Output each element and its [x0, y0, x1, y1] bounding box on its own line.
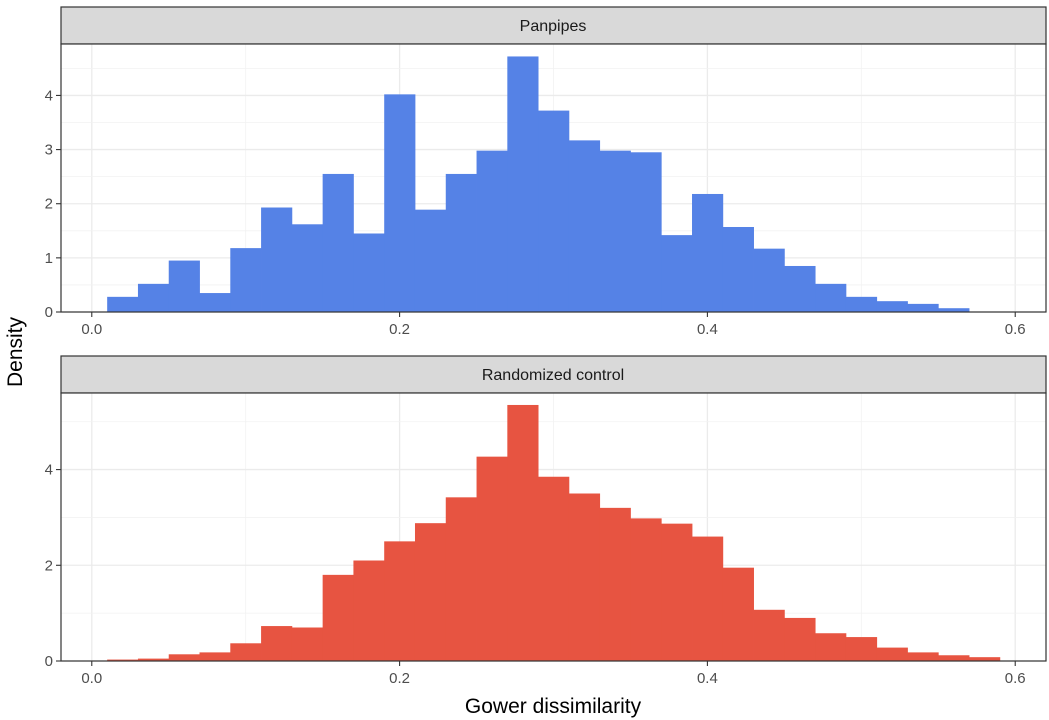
histogram-bar-panpipes: [291, 224, 324, 312]
histogram-bar-randomized-control: [261, 626, 293, 661]
y-tick-label: 4: [45, 87, 53, 104]
facet-strip-panpipes: [60, 6, 1047, 45]
histogram-bar-randomized-control: [168, 654, 200, 661]
y-axis-title: Density: [4, 316, 27, 387]
histogram-bar-panpipes: [815, 283, 847, 312]
facet-panpipes: Panpipes 0 1 2 3 4 0.0 0.2 0.4 0.6: [45, 6, 1047, 338]
histogram-bar-panpipes: [568, 140, 601, 312]
x-axis-randomized-control: 0.0 0.2 0.4 0.6: [81, 661, 1026, 687]
histogram-bar-randomized-control: [630, 518, 662, 661]
x-tick-label: 0.4: [697, 670, 718, 687]
histogram-bar-panpipes: [168, 260, 200, 312]
y-axis-panpipes: 0 1 2 3 4: [45, 87, 61, 321]
histogram-bar-panpipes: [476, 150, 508, 312]
histogram-bar-panpipes: [722, 226, 754, 312]
histogram-bar-randomized-control: [507, 404, 539, 661]
y-tick-label: 1: [45, 250, 53, 267]
histogram-bar-randomized-control: [291, 627, 324, 661]
histogram-bar-panpipes: [845, 296, 878, 312]
y-tick-label: 0: [45, 304, 53, 321]
histogram-bar-panpipes: [630, 152, 662, 312]
histogram-bar-randomized-control: [753, 609, 785, 661]
y-tick-label: 2: [45, 196, 53, 213]
y-tick-label: 3: [45, 142, 53, 159]
y-tick-label: 4: [45, 462, 53, 479]
histogram-bar-panpipes: [599, 150, 631, 312]
histogram-bar-panpipes: [661, 235, 693, 312]
histogram-bar-panpipes: [353, 233, 385, 312]
x-tick-label: 0.4: [697, 321, 718, 338]
histogram-bar-randomized-control: [199, 652, 231, 661]
y-tick-label: 2: [45, 557, 53, 574]
facet-title-panpipes: Panpipes: [520, 18, 587, 35]
histogram-bar-randomized-control: [784, 617, 816, 661]
histogram-bar-randomized-control: [907, 652, 939, 661]
histogram-bar-panpipes: [137, 283, 170, 312]
histogram-bar-randomized-control: [815, 633, 847, 661]
histogram-bar-panpipes: [507, 56, 539, 312]
histogram-bar-randomized-control: [414, 523, 447, 661]
histogram-bar-panpipes: [907, 303, 939, 312]
histogram-bar-randomized-control: [384, 541, 416, 661]
histogram-bar-randomized-control: [230, 643, 262, 661]
histogram-bar-randomized-control: [845, 637, 878, 661]
facet-randomized-control: Randomized control 0 2 4 0.0 0.2 0.4 0.6: [45, 355, 1047, 687]
x-tick-label: 0.6: [1005, 670, 1026, 687]
histogram-bar-randomized-control: [969, 657, 1001, 661]
histogram-bar-panpipes: [414, 209, 447, 312]
facet-title-randomized-control: Randomized control: [482, 367, 624, 384]
histogram-bar-randomized-control: [445, 497, 477, 661]
histogram-bar-randomized-control: [353, 560, 385, 661]
x-tick-label: 0.0: [81, 321, 102, 338]
histogram-bar-panpipes: [107, 296, 139, 312]
histogram-bar-randomized-control: [876, 647, 908, 661]
histogram-bar-randomized-control: [107, 659, 139, 661]
histogram-bar-panpipes: [876, 301, 908, 312]
histogram-bar-panpipes: [384, 94, 416, 312]
histogram-bar-panpipes: [261, 207, 293, 312]
histogram-bar-randomized-control: [661, 523, 693, 661]
histogram-bar-panpipes: [322, 173, 354, 312]
histogram-bar-panpipes: [692, 193, 724, 312]
x-tick-label: 0.6: [1005, 321, 1026, 338]
histogram-bar-randomized-control: [599, 507, 631, 661]
panel-border-panpipes: [60, 43, 1047, 313]
x-tick-label: 0.0: [81, 670, 102, 687]
histogram-bar-randomized-control: [722, 567, 754, 661]
histogram-bar-panpipes: [230, 248, 262, 312]
panel-border-randomized-control: [60, 392, 1047, 662]
histogram-bar-panpipes: [538, 110, 570, 313]
histogram-bar-panpipes: [784, 265, 816, 312]
x-tick-label: 0.2: [389, 321, 410, 338]
y-axis-randomized-control: 0 2 4: [45, 462, 61, 670]
histogram-bar-randomized-control: [137, 658, 170, 661]
histogram-bar-panpipes: [199, 293, 231, 312]
x-axis-title: Gower dissimilarity: [465, 695, 642, 718]
histogram-bar-randomized-control: [938, 655, 970, 661]
histogram-bar-randomized-control: [476, 456, 508, 661]
histogram-bar-randomized-control: [692, 536, 724, 661]
x-tick-label: 0.2: [389, 670, 410, 687]
y-tick-label: 0: [45, 653, 53, 670]
histogram-bar-panpipes: [938, 308, 970, 312]
histogram-bar-randomized-control: [568, 493, 601, 661]
histogram-bar-randomized-control: [538, 476, 570, 661]
x-axis-panpipes: 0.0 0.2 0.4 0.6: [81, 312, 1026, 338]
histogram-bar-panpipes: [445, 173, 477, 312]
bars-randomized-control: [107, 404, 1001, 661]
histogram-bar-panpipes: [753, 248, 785, 312]
bars-panpipes: [107, 56, 970, 313]
histogram-bar-randomized-control: [322, 574, 354, 661]
